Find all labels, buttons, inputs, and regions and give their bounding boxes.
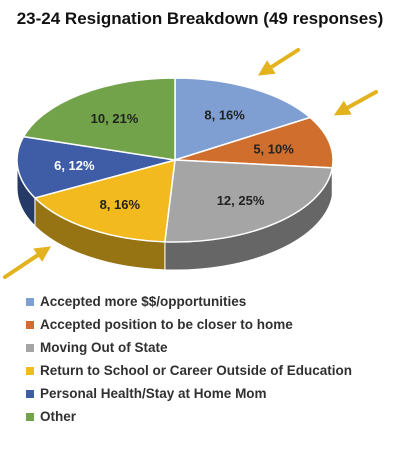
legend-item: Accepted position to be closer to home	[26, 313, 396, 336]
pie-slice	[16, 135, 176, 199]
pie-slice	[22, 77, 176, 161]
legend-item: Personal Health/Stay at Home Mom	[26, 382, 396, 405]
pie-data-labels: 8, 16% 5, 10% 12, 25% 8, 16% 6, 12% 10, 21%	[54, 107, 294, 212]
callout-arrows	[3, 48, 378, 279]
chart-title: 23-24 Resignation Breakdown (49 response…	[16, 9, 384, 28]
pie-slice	[164, 159, 334, 243]
legend-item: Other	[26, 405, 396, 428]
pie-data-label: 5, 10%	[253, 141, 294, 156]
pie-data-label: 8, 16%	[100, 197, 141, 212]
legend-item: Return to School or Career Outside of Ed…	[26, 359, 396, 382]
legend-swatch	[26, 412, 34, 421]
legend-label: Accepted position to be closer to home	[40, 317, 293, 332]
legend-label: Moving Out of State	[40, 340, 168, 355]
pie-slice	[174, 116, 334, 169]
legend-label: Return to School or Career Outside of Ed…	[40, 363, 353, 378]
legend-swatch	[26, 389, 34, 398]
pie-slices	[16, 77, 334, 243]
pie-slice	[174, 77, 312, 162]
pie-slice	[33, 158, 176, 243]
legend-item: Accepted more $$/opportunities	[26, 290, 396, 313]
pie-chart: 8, 16% 5, 10% 12, 25% 8, 16% 6, 12% 10, 21%	[3, 48, 378, 279]
legend-label: Accepted more $$/opportunities	[40, 294, 247, 309]
pie-data-label: 6, 12%	[54, 158, 95, 173]
legend-swatch	[26, 366, 34, 375]
legend-label: Other	[40, 409, 77, 424]
callout-arrow	[257, 48, 300, 76]
pie-data-label: 8, 16%	[204, 107, 245, 122]
pie-data-label: 10, 21%	[91, 111, 139, 126]
legend-item: Moving Out of State	[26, 336, 396, 359]
pie-data-label: 12, 25%	[217, 193, 265, 208]
legend-label: Personal Health/Stay at Home Mom	[40, 386, 267, 401]
legend-swatch	[26, 343, 34, 352]
legend-swatch	[26, 320, 34, 329]
callout-arrow	[333, 90, 378, 116]
legend-swatch	[26, 297, 34, 306]
legend: Accepted more $$/opportunities Accepted …	[26, 290, 396, 428]
callout-arrow	[3, 246, 51, 279]
